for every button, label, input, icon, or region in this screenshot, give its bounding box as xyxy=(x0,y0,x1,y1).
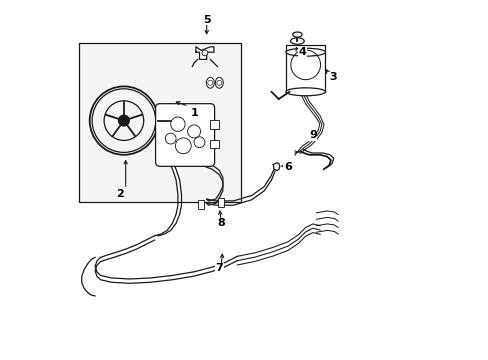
Ellipse shape xyxy=(292,32,302,37)
Polygon shape xyxy=(196,47,213,59)
Text: 4: 4 xyxy=(298,47,305,57)
Text: 2: 2 xyxy=(116,189,124,199)
Text: 3: 3 xyxy=(328,72,336,82)
Circle shape xyxy=(216,80,222,85)
Text: 8: 8 xyxy=(217,218,224,228)
Bar xyxy=(198,200,204,209)
FancyBboxPatch shape xyxy=(155,104,214,166)
Text: 5: 5 xyxy=(203,15,210,25)
Circle shape xyxy=(175,138,191,154)
Circle shape xyxy=(187,125,200,138)
Text: 9: 9 xyxy=(308,130,316,140)
Circle shape xyxy=(194,137,204,148)
Bar xyxy=(79,43,241,202)
Bar xyxy=(285,45,325,92)
Ellipse shape xyxy=(206,77,214,88)
Polygon shape xyxy=(273,163,279,171)
Ellipse shape xyxy=(290,38,304,44)
Bar xyxy=(210,120,219,129)
Ellipse shape xyxy=(285,88,325,96)
Circle shape xyxy=(165,133,176,144)
Ellipse shape xyxy=(285,48,325,56)
Circle shape xyxy=(118,115,129,126)
Ellipse shape xyxy=(215,77,223,88)
Circle shape xyxy=(207,80,212,85)
Circle shape xyxy=(170,117,185,131)
Text: 7: 7 xyxy=(215,263,223,273)
Circle shape xyxy=(202,50,207,56)
Bar xyxy=(210,140,219,148)
Bar xyxy=(218,198,224,207)
Text: 1: 1 xyxy=(190,108,198,118)
Text: 6: 6 xyxy=(283,162,291,172)
